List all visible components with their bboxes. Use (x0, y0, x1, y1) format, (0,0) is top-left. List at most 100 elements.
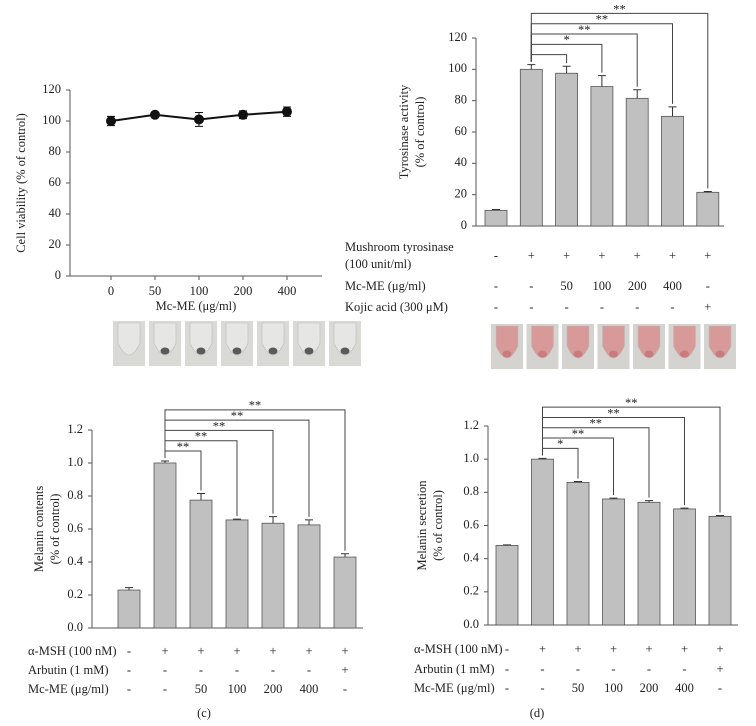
treatment-value: + (563, 248, 570, 262)
y-tick-label: 0.6 (67, 521, 83, 535)
treatment-label: α-MSH (100 nM) (414, 642, 503, 656)
treatment-value: + (669, 248, 676, 262)
significance-bracket (530, 54, 568, 64)
y-axis-label: Melanin secretion (415, 480, 429, 571)
treatment-value: - (494, 300, 498, 314)
treatment-value: - (199, 663, 203, 677)
treatment-value: - (163, 663, 167, 677)
bar (297, 524, 321, 629)
error-bar (703, 191, 712, 193)
y-tick-label: 120 (42, 82, 61, 96)
treatment-value: - (343, 682, 347, 696)
significance-label: ** (231, 409, 244, 423)
y-tick-label: 0 (55, 268, 61, 282)
error-bar (527, 64, 536, 70)
tube (297, 322, 321, 356)
y-tick-label: 0.2 (67, 587, 83, 601)
significance-label: ** (578, 23, 591, 37)
error-bar (538, 457, 547, 460)
tube (566, 325, 590, 359)
significance-label: * (557, 437, 563, 451)
treatment-value: + (681, 642, 688, 656)
treatment-value: - (127, 644, 131, 658)
x-tick-label: 200 (234, 284, 253, 298)
treatment-value: - (540, 681, 544, 695)
significance-label: ** (596, 13, 609, 27)
panel-label: (c) (197, 706, 211, 720)
significance-label: ** (195, 430, 208, 444)
error-bar (233, 518, 241, 520)
y-tick-label: 1.0 (463, 451, 479, 465)
treatment-value: - (706, 279, 710, 293)
treatment-value: + (716, 662, 723, 676)
pellet (573, 350, 583, 358)
y-tick-label: 60 (455, 124, 468, 138)
bar (661, 115, 684, 227)
treatment-value: - (505, 642, 509, 656)
pellet (502, 350, 512, 358)
y-tick-label: 0.0 (67, 620, 83, 634)
bar (519, 68, 543, 227)
y-tick-label: 100 (42, 113, 61, 127)
treatment-value: - (235, 663, 239, 677)
treatment-label: Mc-ME (μg/ml) (414, 681, 495, 695)
y-tick-label: 1.0 (67, 455, 83, 469)
bar (708, 515, 732, 626)
tube (225, 322, 249, 356)
point (150, 109, 160, 120)
treatment-value: + (197, 644, 204, 658)
bar (696, 191, 720, 227)
significance-bracket (542, 406, 721, 513)
treatment-value: + (305, 644, 312, 658)
tube (117, 322, 141, 356)
treatment-value: + (341, 663, 348, 677)
error-bar (562, 65, 571, 74)
treatment-value: - (576, 662, 580, 676)
bar (153, 462, 177, 629)
tube (673, 325, 696, 359)
x-tick-label: 50 (149, 284, 162, 298)
treatment-value: - (529, 300, 533, 314)
tube (333, 322, 357, 356)
treatment-value: 100 (593, 279, 612, 293)
treatment-value: + (645, 642, 652, 656)
y-tick-label: 20 (455, 187, 468, 201)
x-tick-label: 0 (108, 284, 114, 298)
y-tick-label: 40 (49, 206, 62, 220)
x-tick-label: 100 (190, 284, 209, 298)
x-tick-label: 400 (278, 284, 297, 298)
treatment-value: 50 (195, 682, 208, 696)
treatment-value: - (718, 681, 722, 695)
y-axis-label: (% of control) (431, 490, 445, 561)
error-bar (161, 460, 169, 463)
treatment-value: + (341, 644, 348, 658)
y-tick-label: 0 (461, 218, 467, 232)
y-tick-label: 0.8 (463, 484, 479, 498)
bar (484, 209, 508, 227)
error-bar (492, 209, 500, 211)
bar (225, 519, 249, 629)
pellet (268, 347, 278, 355)
point (106, 116, 116, 126)
treatment-label: (100 unit/ml) (345, 257, 411, 271)
pellet (232, 347, 242, 355)
y-tick-label: 80 (455, 93, 468, 107)
pellet (304, 347, 314, 355)
treatment-value: 400 (663, 279, 682, 293)
y-axis-label: (% of control) (413, 97, 427, 168)
treatment-label: Kojic acid (300 μM) (345, 300, 448, 314)
significance-label: * (563, 33, 569, 47)
treatment-value: + (233, 644, 240, 658)
panel-label: (d) (530, 706, 545, 720)
tube (531, 325, 554, 359)
treatment-value: + (574, 642, 581, 656)
error-bar (197, 493, 205, 501)
treatment-value: 200 (640, 681, 659, 695)
treatment-label: Mushroom tyrosinase (345, 240, 454, 254)
y-tick-label: 0.2 (463, 584, 479, 598)
y-tick-label: 0.0 (463, 617, 479, 631)
treatment-value: + (161, 644, 168, 658)
significance-bracket (530, 12, 709, 189)
x-axis-label: Mc-ME (μg/ml) (156, 299, 237, 313)
treatment-value: 400 (675, 681, 694, 695)
